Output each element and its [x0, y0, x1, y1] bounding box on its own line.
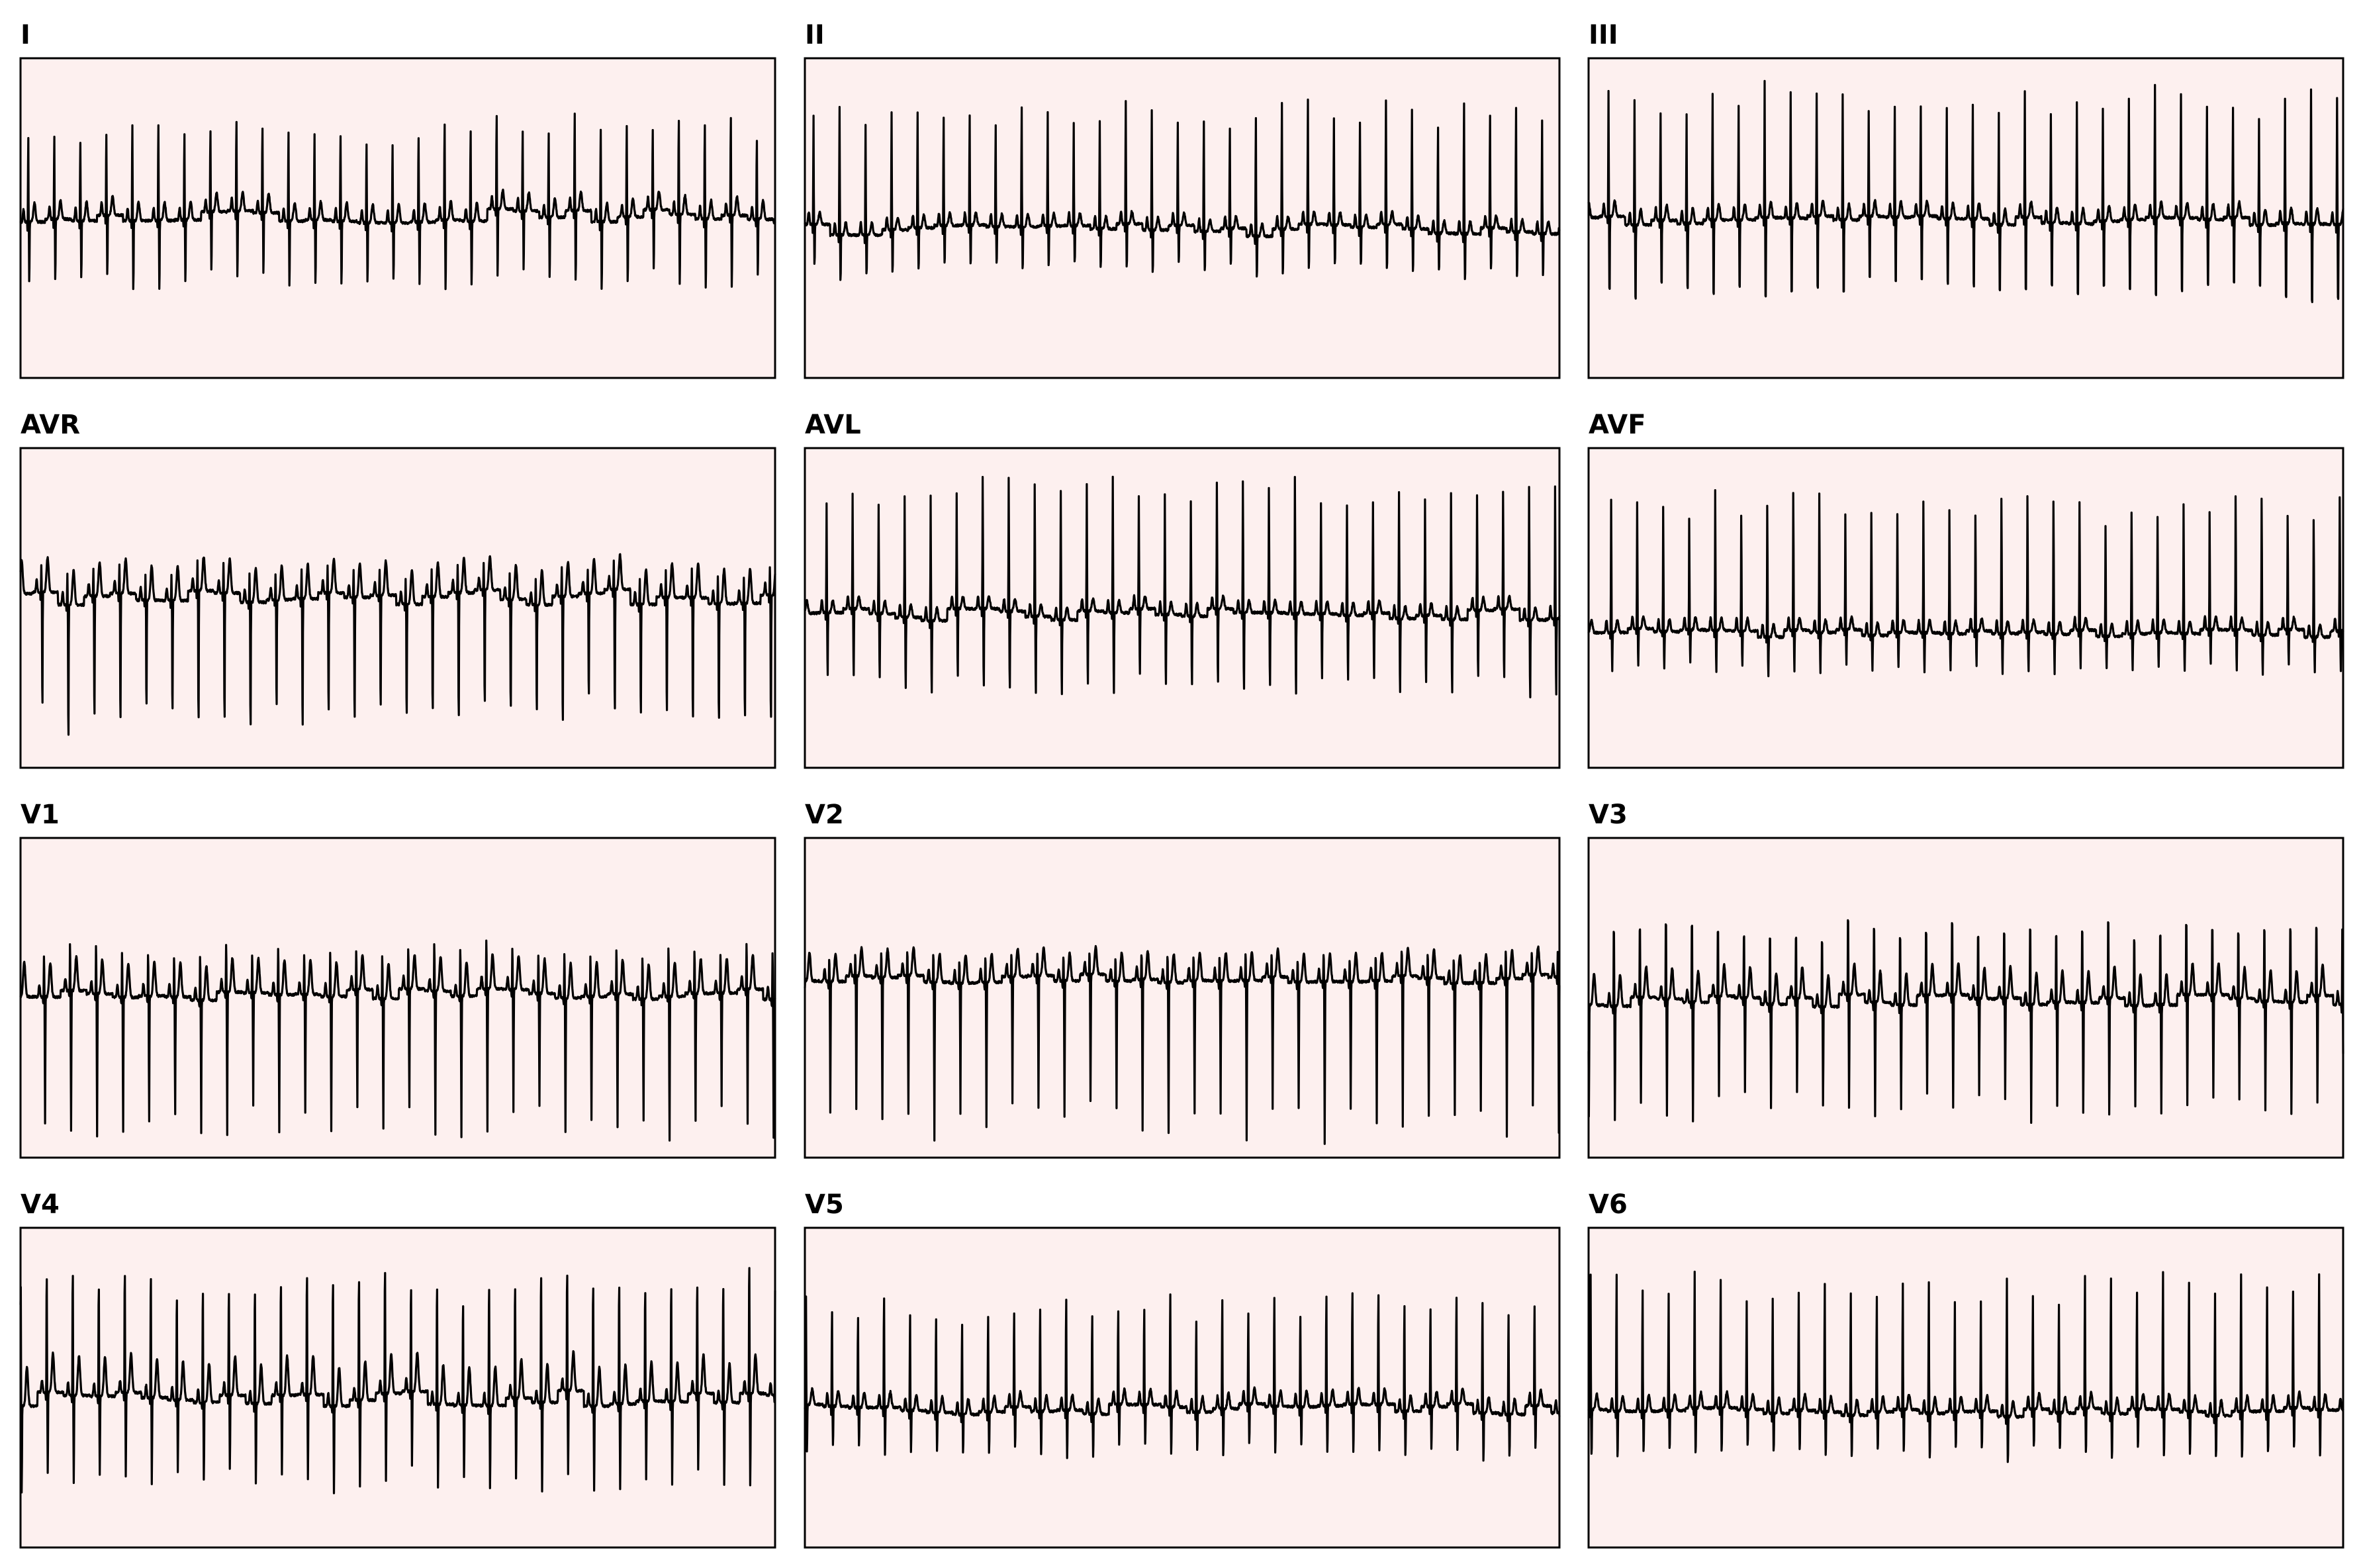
lead-panel-v6: V6 [1587, 1189, 2344, 1549]
ecg-trace-v6 [1587, 1270, 2344, 1463]
lead-panel-ii: II [804, 20, 1561, 379]
ecg-trace-v2 [804, 945, 1561, 1145]
lead-plot-area [1587, 837, 2344, 1159]
lead-panel-v2: V2 [804, 800, 1561, 1159]
lead-panel-v1: V1 [19, 800, 776, 1159]
ecg-trace-ii [804, 98, 1561, 281]
lead-title-avl: AVL [805, 410, 861, 440]
lead-title-v2: V2 [805, 800, 844, 830]
lead-title-v1: V1 [21, 800, 60, 830]
ecg-trace-v3 [1587, 919, 2344, 1124]
lead-panel-avf: AVF [1587, 410, 2344, 769]
lead-title-ii: II [805, 20, 825, 50]
lead-panel-v3: V3 [1587, 800, 2344, 1159]
lead-title-i: I [21, 20, 30, 50]
ecg-trace-iii [1587, 79, 2344, 303]
lead-title-v4: V4 [21, 1189, 60, 1220]
lead-panel-iii: III [1587, 20, 2344, 379]
ecg-trace-v5 [804, 1292, 1561, 1462]
lead-title-iii: III [1589, 20, 1618, 50]
lead-panel-v4: V4 [19, 1189, 776, 1549]
ecg-trace-avr [19, 553, 776, 736]
lead-plot-area [1587, 447, 2344, 769]
ecg-trace-avf [1587, 489, 2344, 678]
lead-panel-avr: AVR [19, 410, 776, 769]
lead-panel-v5: V5 [804, 1189, 1561, 1549]
ecg-trace-i [19, 113, 776, 291]
lead-title-v5: V5 [805, 1189, 844, 1220]
lead-title-v3: V3 [1589, 800, 1628, 830]
ecg-trace-v1 [19, 939, 776, 1142]
ecg-trace-avl [804, 475, 1561, 699]
lead-plot-area [804, 1226, 1561, 1549]
ecg-trace-v4 [19, 1267, 776, 1495]
lead-title-avf: AVF [1589, 410, 1646, 440]
lead-plot-area [19, 447, 776, 769]
lead-plot-area [804, 837, 1561, 1159]
lead-plot-area [1587, 1226, 2344, 1549]
lead-title-avr: AVR [21, 410, 80, 440]
lead-title-v6: V6 [1589, 1189, 1628, 1220]
lead-panel-i: I [19, 20, 776, 379]
lead-panel-avl: AVL [804, 410, 1561, 769]
